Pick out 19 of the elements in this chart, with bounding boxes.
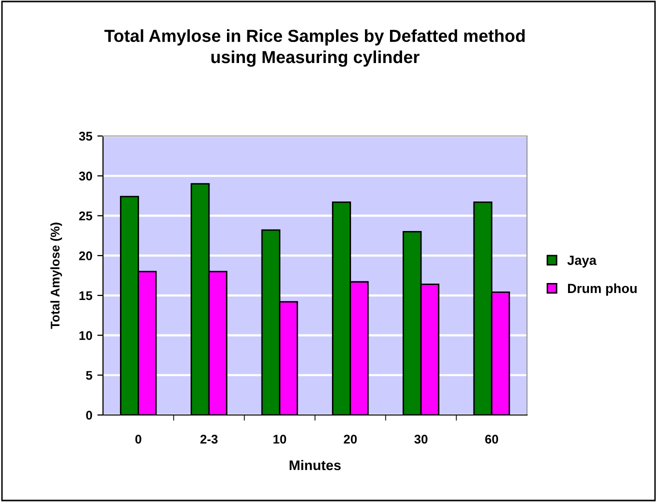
y-tick-label: 0	[86, 410, 92, 420]
x-tick-label: 60	[485, 434, 498, 444]
y-tick-label: 5	[86, 371, 92, 380]
y-tick-label: 20	[79, 251, 92, 260]
y-tick-label: 15	[79, 291, 92, 300]
y-axis-title: Total Amylose (%)	[50, 222, 62, 329]
x-tick-label: 0	[135, 434, 142, 444]
legend-label: Jaya	[567, 256, 597, 268]
x-tick-label: 2-3	[200, 434, 218, 444]
x-tick-label: 30	[414, 434, 428, 444]
y-tick-label: 25	[79, 212, 92, 220]
legend-label: Drum phou	[568, 283, 637, 296]
x-tick-label: 10	[274, 434, 286, 444]
y-tick-label: 10	[79, 331, 92, 340]
chart-title: Total Amylose in Rice Samples by Defatted method using Measuring cylinder	[104, 29, 525, 67]
y-tick-label: 35	[78, 132, 92, 141]
x-tick-label: 20	[344, 434, 357, 444]
y-tick-label: 30	[78, 172, 92, 181]
x-axis-title: Minutes	[290, 460, 341, 470]
